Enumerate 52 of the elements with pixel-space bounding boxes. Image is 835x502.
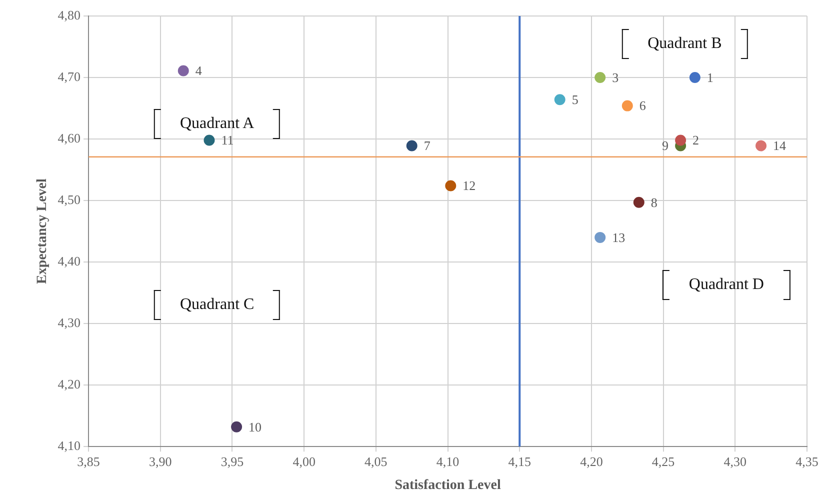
series-label: 8 xyxy=(650,194,658,210)
x-axis-title: Satisfaction Level xyxy=(394,478,501,494)
point xyxy=(231,421,242,432)
point xyxy=(445,180,456,192)
x-tick-label: 3,95 xyxy=(220,454,244,469)
point xyxy=(689,72,700,84)
x-tick-label: 4,10 xyxy=(436,454,460,469)
x-tick-label: 3,85 xyxy=(77,454,100,469)
series-label: 2 xyxy=(692,132,700,148)
annotation: Quadrant C xyxy=(179,296,256,314)
series-label: 1 xyxy=(706,70,714,85)
series-label: 10 xyxy=(248,419,262,434)
x-tick-label: 4,20 xyxy=(580,454,603,469)
point xyxy=(594,72,606,84)
point xyxy=(633,196,644,208)
y-tick-label: 4,70 xyxy=(58,68,81,84)
series-label: 9 xyxy=(662,138,669,154)
x-tick-label: 4,35 xyxy=(796,454,818,469)
series-label: 5 xyxy=(572,92,578,108)
annotation: Quadrant B xyxy=(646,35,723,54)
y-tick-label: 4,10 xyxy=(58,438,81,454)
point xyxy=(622,100,633,112)
y-axis-title: Expectancy Level xyxy=(35,178,50,284)
series-label: 14 xyxy=(773,138,787,154)
series-label: 6 xyxy=(639,98,646,114)
point xyxy=(675,134,686,146)
x-tick-label: 4,00 xyxy=(292,454,316,469)
point xyxy=(406,140,418,152)
annotation: Quadrant D xyxy=(688,276,765,294)
annotation: Quadrant A xyxy=(179,115,256,134)
series-label: 4 xyxy=(195,63,202,78)
x-tick-label: 4,05 xyxy=(364,454,388,469)
point xyxy=(554,94,566,106)
x-tick-label: 4,30 xyxy=(724,454,747,469)
point xyxy=(204,134,215,146)
y-tick-label: 4,30 xyxy=(58,314,81,330)
point xyxy=(756,140,767,152)
y-tick-label: 4,20 xyxy=(58,376,81,392)
x-tick-label: 4,25 xyxy=(652,454,675,469)
x-tick-label: 4,15 xyxy=(508,454,531,469)
series-label: 11 xyxy=(221,132,234,148)
series-label: 3 xyxy=(612,70,619,85)
series-label: 13 xyxy=(612,230,626,245)
y-tick-label: 4,50 xyxy=(58,192,81,207)
y-tick-label: 4,40 xyxy=(58,253,81,268)
point xyxy=(178,65,189,76)
series-label: 7 xyxy=(424,138,431,154)
point xyxy=(594,232,606,243)
x-tick-label: 3,90 xyxy=(149,454,172,469)
y-tick-label: 4,60 xyxy=(58,130,81,146)
series-label: 12 xyxy=(462,178,476,194)
y-tick-label: 4,80 xyxy=(58,7,81,22)
